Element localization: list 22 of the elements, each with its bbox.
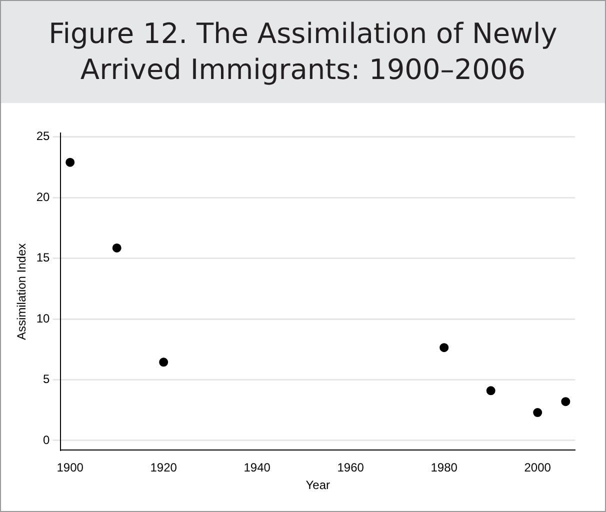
point (440, 343, 449, 352)
x-tick-label: 1900 (56, 460, 84, 475)
x-tick-label: 1940 (244, 460, 271, 475)
y-tick-label: 20 (36, 190, 50, 204)
y-axis-title: Assimilation Index (14, 243, 29, 340)
y-tick-label: 15 (36, 250, 50, 265)
y-tick-label: 10 (36, 311, 50, 326)
x-tick-label: 1960 (337, 460, 364, 475)
x-axis-title: Year (306, 478, 330, 492)
point (66, 158, 75, 167)
point (561, 397, 570, 406)
x-tick-label: 1920 (150, 460, 178, 475)
point (533, 408, 542, 418)
x-tick-label: 2000 (524, 460, 552, 475)
point (159, 358, 168, 367)
y-tick-label: 0 (43, 432, 50, 447)
chart-title: Figure 12. The Assimilation of Newly Arrived Immigrants: 1900–2006 (1, 1, 605, 103)
y-tick-label: 25 (36, 129, 50, 144)
point (486, 386, 496, 396)
point (112, 243, 122, 252)
x-tick-label: 1980 (430, 460, 458, 475)
y-tick-label: 5 (43, 372, 50, 386)
